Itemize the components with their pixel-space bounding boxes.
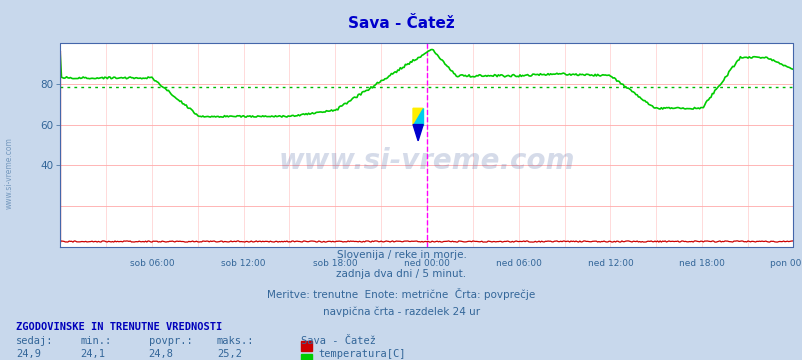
Text: 24,9: 24,9 (16, 349, 41, 359)
Text: sedaj:: sedaj: (16, 336, 54, 346)
Text: sob 18:00: sob 18:00 (313, 259, 357, 268)
Text: 24,1: 24,1 (80, 349, 105, 359)
Text: Meritve: trenutne  Enote: metrične  Črta: povprečje: Meritve: trenutne Enote: metrične Črta: … (267, 288, 535, 300)
Text: temperatura[C]: temperatura[C] (318, 349, 405, 359)
Text: min.:: min.: (80, 336, 111, 346)
Text: www.si-vreme.com: www.si-vreme.com (5, 137, 14, 209)
Text: 25,2: 25,2 (217, 349, 241, 359)
Text: ZGODOVINSKE IN TRENUTNE VREDNOSTI: ZGODOVINSKE IN TRENUTNE VREDNOSTI (16, 322, 222, 332)
Text: povpr.:: povpr.: (148, 336, 192, 346)
Polygon shape (412, 125, 423, 141)
Text: sob 06:00: sob 06:00 (129, 259, 174, 268)
Text: ned 12:00: ned 12:00 (587, 259, 633, 268)
Text: ned 00:00: ned 00:00 (403, 259, 449, 268)
Text: navpična črta - razdelek 24 ur: navpična črta - razdelek 24 ur (322, 306, 480, 317)
Text: ned 18:00: ned 18:00 (678, 259, 724, 268)
Text: zadnja dva dni / 5 minut.: zadnja dva dni / 5 minut. (336, 269, 466, 279)
Text: ned 06:00: ned 06:00 (495, 259, 541, 268)
Text: Sava - Čatež: Sava - Čatež (301, 336, 375, 346)
Polygon shape (412, 108, 423, 125)
Text: pon 00:00: pon 00:00 (769, 259, 802, 268)
Text: www.si-vreme.com: www.si-vreme.com (277, 147, 574, 175)
Text: Sava - Čatež: Sava - Čatež (348, 16, 454, 31)
Polygon shape (412, 108, 423, 125)
Text: sob 12:00: sob 12:00 (221, 259, 265, 268)
Text: 24,8: 24,8 (148, 349, 173, 359)
Text: maks.:: maks.: (217, 336, 254, 346)
Text: Slovenija / reke in morje.: Slovenija / reke in morje. (336, 250, 466, 260)
